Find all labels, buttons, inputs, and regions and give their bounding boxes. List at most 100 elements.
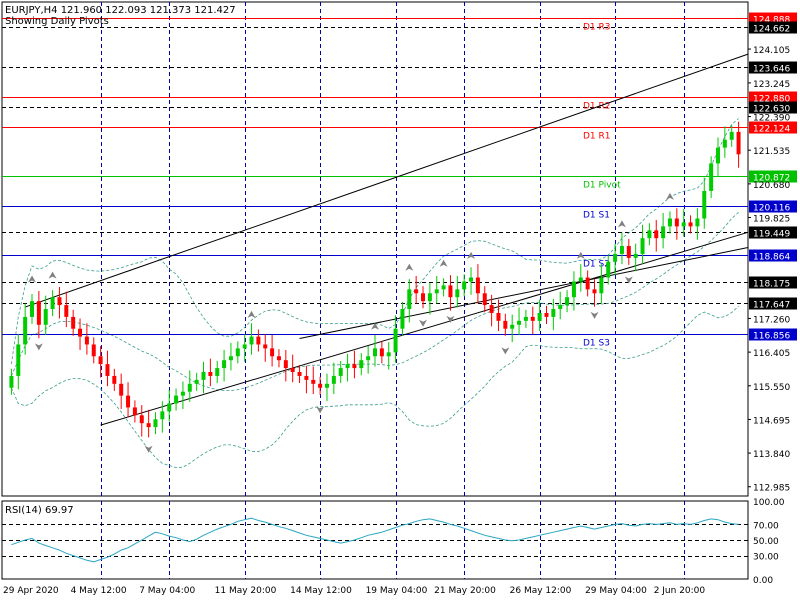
- candle: [551, 298, 556, 331]
- candle: [242, 334, 247, 362]
- candle: [421, 286, 426, 309]
- fractal-down-marker: [590, 311, 599, 319]
- candle: [283, 349, 288, 382]
- candle-body: [681, 222, 686, 227]
- candle: [709, 156, 714, 199]
- candle-body: [510, 324, 515, 329]
- candle-body: [242, 344, 247, 349]
- pivot-price-badge: [749, 249, 797, 262]
- fractal-up-marker: [665, 192, 674, 200]
- candle: [386, 342, 391, 370]
- trend-channel-lines: [24, 53, 749, 426]
- pivot-lines: D1 R3 124.888 D1 R2 122.880 D1 R1 122.124 D1 P…: [2, 12, 797, 349]
- candle: [290, 354, 295, 383]
- candle: [23, 303, 28, 355]
- candle: [674, 208, 679, 240]
- candle: [208, 358, 213, 387]
- candle-body: [599, 277, 604, 294]
- level-price-badge: [749, 226, 797, 239]
- pivot-label: D1 R1: [583, 132, 611, 142]
- candle-body: [565, 297, 570, 306]
- candle: [276, 349, 281, 368]
- pivot-price-badge: [749, 121, 797, 134]
- candle-body: [160, 411, 165, 420]
- time-tick-label: 26 May 12:00: [510, 586, 572, 596]
- candle: [270, 335, 275, 367]
- candle-body: [606, 261, 611, 278]
- fractal-down-marker: [419, 319, 428, 327]
- candle: [565, 290, 570, 313]
- candle: [235, 341, 240, 364]
- fractal-down-marker: [446, 315, 455, 323]
- candle-body: [132, 407, 137, 416]
- candle: [647, 223, 652, 246]
- candle: [613, 243, 618, 276]
- candle-body: [640, 238, 645, 254]
- level-price-badge: [749, 101, 797, 114]
- candle: [661, 212, 666, 249]
- pivot-label: D1 S2: [583, 260, 610, 270]
- candle: [544, 305, 549, 324]
- candle-body: [338, 368, 343, 376]
- candle: [462, 274, 467, 297]
- pivot-price-badge-text: 124.888: [753, 16, 790, 26]
- candle-body: [633, 253, 638, 258]
- candle: [112, 368, 117, 391]
- candlestick-series: [9, 121, 741, 438]
- candle: [9, 368, 14, 395]
- candle-body: [578, 277, 583, 282]
- candle-body: [715, 147, 720, 164]
- pivot-label: D1 R2: [583, 102, 611, 112]
- rsi-tick-label: 0.00: [753, 576, 773, 586]
- candle: [98, 346, 103, 378]
- candle: [722, 126, 727, 158]
- pivot-price-badge: [749, 170, 797, 183]
- fractal-up-marker: [371, 322, 379, 330]
- fractal-down-marker: [144, 445, 153, 453]
- candle: [702, 177, 707, 229]
- candle-body: [654, 230, 659, 239]
- candle-body: [84, 336, 89, 345]
- price-tick-label: 116.405: [753, 349, 790, 359]
- fractal-up-marker: [28, 275, 37, 283]
- candle-body: [228, 356, 233, 361]
- candle-body: [71, 316, 76, 329]
- price-tick-label: 112.985: [753, 484, 790, 494]
- candle: [119, 373, 124, 410]
- candle: [496, 299, 501, 332]
- fractal-up-marker: [576, 251, 585, 259]
- candle-body: [551, 309, 556, 317]
- price-tick-label: 114.695: [753, 416, 790, 426]
- candle: [530, 306, 535, 335]
- candle-body: [352, 364, 357, 369]
- time-tick-label: 2 Jun 20:00: [654, 586, 706, 596]
- candle: [174, 388, 179, 411]
- fractal-down-marker: [624, 276, 633, 284]
- symbol-header: EURJPY,H4 121.960 122.093 121.373 121.42…: [5, 5, 236, 16]
- candle-body: [722, 139, 727, 148]
- candle: [71, 309, 76, 336]
- trend-line: [299, 247, 749, 340]
- candle-body: [523, 316, 528, 321]
- candle: [393, 315, 398, 363]
- candle-body: [167, 403, 172, 412]
- pivot-label: D1 S1: [583, 211, 610, 221]
- candle-body: [393, 328, 398, 353]
- candle-body: [386, 352, 391, 357]
- candle: [695, 208, 700, 240]
- candle-body: [23, 316, 28, 345]
- candle-body: [414, 289, 419, 294]
- candle: [263, 334, 268, 362]
- pivot-label: D1 R3: [583, 23, 611, 33]
- pivot-price-badge-text: 122.124: [753, 125, 790, 135]
- candle: [201, 361, 206, 394]
- candle-body: [400, 309, 405, 329]
- candle-body: [283, 360, 288, 369]
- candle-body: [290, 368, 295, 373]
- candle: [523, 309, 528, 328]
- time-tick-label: 21 May 20:00: [434, 586, 496, 596]
- candle: [633, 243, 638, 272]
- main-plot-border: [1, 1, 749, 497]
